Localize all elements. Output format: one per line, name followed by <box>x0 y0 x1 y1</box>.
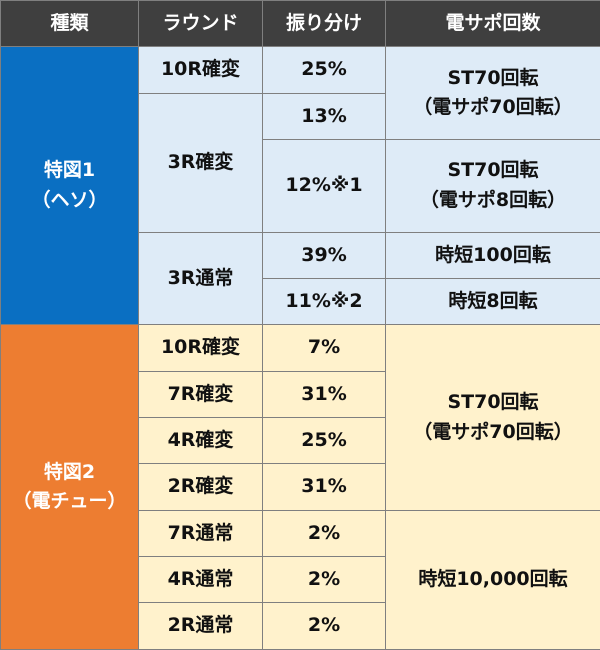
type-line: （電チュー） <box>1 487 138 516</box>
share-cell: 2% <box>263 557 386 603</box>
support-line: （電サポ70回転） <box>386 93 600 122</box>
support-line: ST70回転 <box>386 64 600 93</box>
share-cell: 31% <box>263 371 386 417</box>
support-cell: ST70回転（電サポ8回転） <box>386 140 600 233</box>
type-line: （ヘソ） <box>1 186 138 215</box>
round-cell: 3R確変 <box>139 93 263 232</box>
share-cell: 25% <box>263 418 386 464</box>
share-cell: 31% <box>263 464 386 510</box>
round-cell: 10R確変 <box>139 325 263 371</box>
header-cell: 振り分け <box>263 1 386 47</box>
header-cell: 種類 <box>1 1 139 47</box>
support-cell: ST70回転（電サポ70回転） <box>386 47 600 140</box>
type-line: 特図1 <box>1 156 138 185</box>
share-cell: 7% <box>263 325 386 371</box>
support-cell: 時短8回転 <box>386 279 600 325</box>
round-cell: 10R確変 <box>139 47 263 93</box>
support-cell: ST70回転（電サポ70回転） <box>386 325 600 510</box>
round-cell: 4R確変 <box>139 418 263 464</box>
share-cell: 12%※1 <box>263 140 386 233</box>
share-cell: 11%※2 <box>263 279 386 325</box>
share-cell: 13% <box>263 93 386 139</box>
support-cell: 時短100回転 <box>386 232 600 278</box>
round-cell: 4R通常 <box>139 557 263 603</box>
share-cell: 2% <box>263 603 386 649</box>
share-cell: 39% <box>263 232 386 278</box>
round-cell: 3R通常 <box>139 232 263 325</box>
support-line: ST70回転 <box>386 156 600 185</box>
support-cell: 時短10,000回転 <box>386 510 600 649</box>
type-cell: 特図2（電チュー） <box>1 325 139 649</box>
support-line: （電サポ8回転） <box>386 186 600 215</box>
round-cell: 2R通常 <box>139 603 263 649</box>
header-cell: ラウンド <box>139 1 263 47</box>
type-line: 特図2 <box>1 458 138 487</box>
round-cell: 7R確変 <box>139 371 263 417</box>
share-cell: 2% <box>263 510 386 556</box>
round-cell: 2R確変 <box>139 464 263 510</box>
header-cell: 電サポ回数 <box>386 1 600 47</box>
support-line: ST70回転 <box>386 388 600 417</box>
type-cell: 特図1（ヘソ） <box>1 47 139 325</box>
support-line: （電サポ70回転） <box>386 418 600 447</box>
header-row: 種類 ラウンド 振り分け 電サポ回数 <box>1 1 600 47</box>
round-cell: 7R通常 <box>139 510 263 556</box>
share-cell: 25% <box>263 47 386 93</box>
row: 特図2（電チュー） 10R確変 7% ST70回転（電サポ70回転） <box>1 325 600 371</box>
row: 特図1（ヘソ） 10R確変 25% ST70回転（電サポ70回転） <box>1 47 600 93</box>
